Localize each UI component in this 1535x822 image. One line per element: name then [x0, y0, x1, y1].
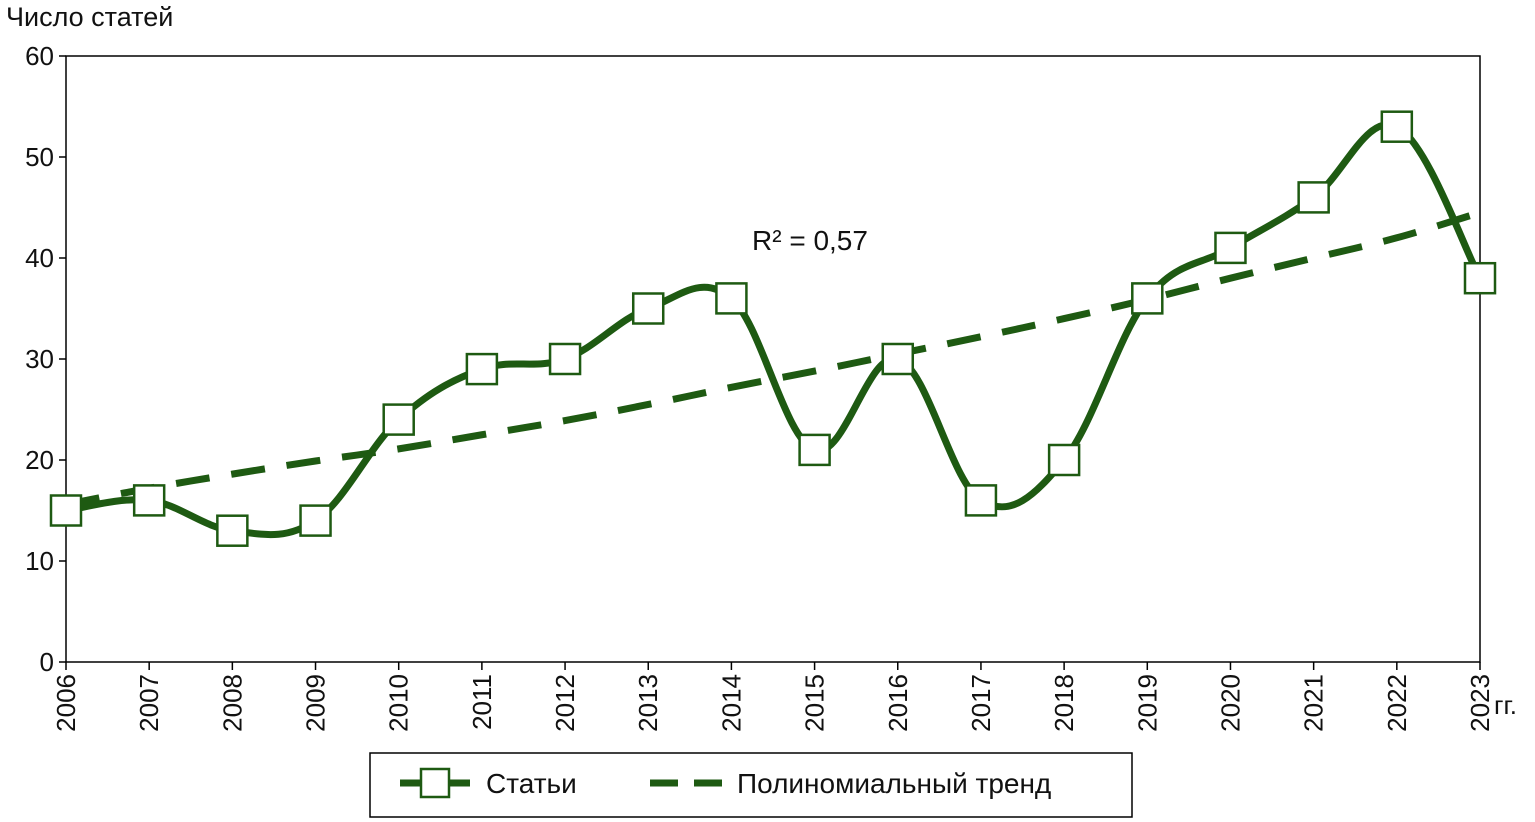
articles-marker	[715, 282, 748, 315]
y-tick-label: 10	[25, 546, 54, 576]
articles-marker	[1463, 261, 1497, 295]
x-tick-label: 2009	[301, 674, 331, 732]
x-tick-label: 2007	[134, 674, 164, 732]
articles-marker	[798, 433, 831, 467]
legend-box	[369, 752, 1133, 818]
x-tick-label: 2011	[467, 674, 497, 730]
trend-line	[65, 209, 1482, 508]
x-tick-label: 2023	[1465, 674, 1495, 732]
articles-marker	[465, 352, 499, 386]
articles-marker	[1131, 282, 1164, 315]
x-tick-label: 2018	[1049, 674, 1079, 732]
y-tick-label: 60	[25, 41, 54, 71]
x-tick-label: 2010	[384, 674, 414, 732]
articles-marker	[964, 484, 998, 517]
r-squared-annotation: R² = 0,57	[752, 225, 868, 256]
x-tick-label: 2022	[1382, 674, 1412, 732]
articles-marker	[132, 484, 166, 517]
y-axis-label: Число статей	[6, 2, 174, 32]
y-tick-label: 0	[40, 647, 54, 677]
articles-marker	[1297, 181, 1330, 214]
articles-marker	[1214, 231, 1247, 265]
plot-frame	[65, 55, 1481, 663]
x-tick-label: 2016	[883, 674, 913, 732]
articles-marker	[631, 292, 665, 325]
legend-articles-label: Статьи	[486, 768, 577, 799]
x-tick-label: 2015	[800, 674, 830, 732]
y-tick-label: 30	[25, 344, 54, 374]
x-tick-label: 2013	[633, 674, 663, 732]
x-tick-label: 2019	[1132, 674, 1162, 732]
legend-trend-label: Полиномиальный тренд	[737, 768, 1051, 799]
articles-marker	[299, 504, 332, 537]
articles-marker	[49, 494, 83, 527]
x-tick-label: 2008	[217, 674, 247, 732]
x-tick-label: 2017	[966, 674, 996, 732]
articles-line	[65, 121, 1484, 539]
x-tick-label: 2012	[550, 674, 580, 732]
x-tick-label: 2021	[1299, 674, 1329, 732]
articles-marker	[382, 403, 415, 436]
y-tick-label: 20	[25, 445, 54, 475]
x-tick-label: 2006	[51, 674, 81, 732]
articles-marker	[548, 342, 582, 376]
articles-marker	[1047, 443, 1081, 477]
x-tick-label: 2020	[1215, 674, 1245, 732]
legend-articles-marker	[419, 767, 451, 799]
x-unit-label: гг.	[1494, 690, 1517, 720]
x-tick-label: 2014	[716, 674, 746, 732]
articles-marker	[216, 514, 249, 547]
y-tick-label: 50	[25, 142, 54, 172]
articles-marker	[881, 342, 915, 376]
y-tick-label: 40	[25, 243, 54, 273]
articles-marker	[1380, 110, 1414, 143]
